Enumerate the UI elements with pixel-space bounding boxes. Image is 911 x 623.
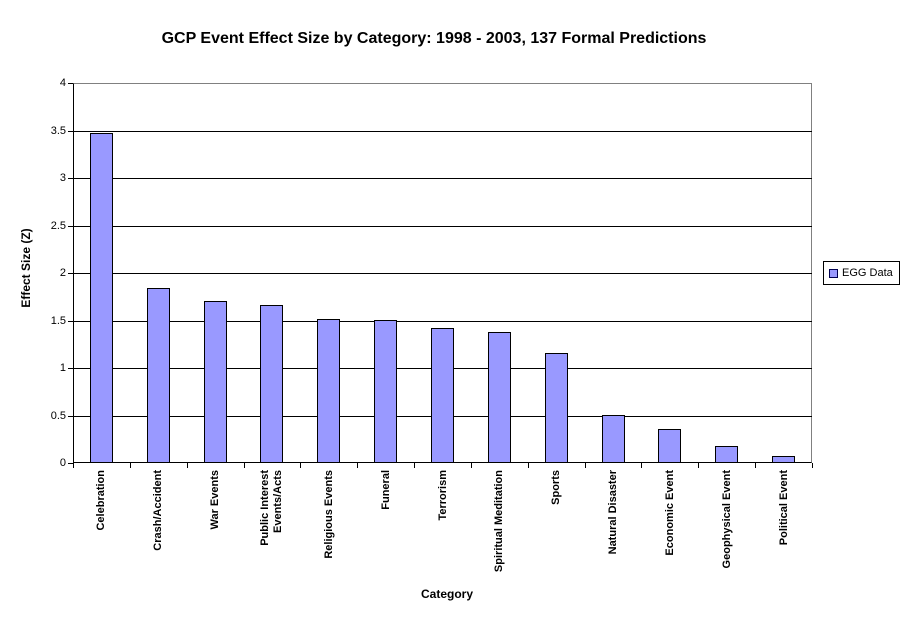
y-axis-tick	[68, 226, 73, 227]
bar-public-interest-events-acts	[260, 305, 283, 463]
y-axis-tick	[68, 368, 73, 369]
x-axis-tick	[130, 463, 131, 468]
x-axis-tick	[73, 463, 74, 468]
x-axis-tick	[755, 463, 756, 468]
x-axis-tick	[244, 463, 245, 468]
x-tick-label-text: Political Event	[777, 470, 790, 546]
legend: EGG Data	[823, 261, 900, 285]
bar-celebration	[90, 133, 113, 463]
bar-religious-events	[317, 319, 340, 463]
y-tick-label-0.5: 0.5	[50, 410, 66, 422]
y-axis-tick	[68, 273, 73, 274]
chart-title: GCP Event Effect Size by Category: 1998 …	[161, 30, 707, 47]
bar-economic-event	[658, 429, 681, 463]
y-axis-tick	[68, 463, 73, 464]
gridline-2	[74, 273, 812, 274]
x-axis-tick	[528, 463, 529, 468]
bar-funeral	[374, 320, 397, 463]
x-axis-title: Category	[420, 587, 474, 601]
y-tick-label-4: 4	[59, 77, 66, 89]
x-axis-tick	[641, 463, 642, 468]
x-tick-label-political-event: Political Event	[724, 470, 844, 590]
bar-crash-accident	[147, 288, 170, 463]
gridline-1.5	[74, 321, 812, 322]
y-tick-label-3: 3	[59, 172, 66, 184]
y-axis-tick	[68, 178, 73, 179]
x-axis-tick	[187, 463, 188, 468]
y-axis-tick	[68, 416, 73, 417]
x-axis-tick	[471, 463, 472, 468]
bar-sports	[545, 353, 568, 463]
y-tick-label-2: 2	[59, 267, 66, 279]
bar-political-event	[772, 456, 795, 463]
y-tick-label-1: 1	[59, 362, 66, 374]
x-axis-tick	[357, 463, 358, 468]
gridline-3.5	[74, 131, 812, 132]
x-axis-tick	[414, 463, 415, 468]
y-axis-tick	[68, 131, 73, 132]
legend-series-marker-icon	[829, 268, 838, 278]
y-axis-tick	[68, 83, 73, 84]
bar-terrorism	[431, 328, 454, 463]
y-tick-label-3.5: 3.5	[50, 125, 66, 137]
y-axis-title: Effect Size (Z)	[19, 228, 33, 308]
legend-series-label: EGG Data	[842, 267, 893, 279]
x-axis-tick	[585, 463, 586, 468]
gridline-3	[74, 178, 812, 179]
bar-geophysical-event	[715, 446, 738, 463]
bar-natural-disaster	[602, 415, 625, 463]
x-axis-tick	[698, 463, 699, 468]
y-tick-label-0: 0	[59, 457, 66, 469]
bar-war-events	[204, 301, 227, 463]
x-axis-tick	[300, 463, 301, 468]
bar-spiritual-meditation	[488, 332, 511, 463]
y-axis-tick	[68, 321, 73, 322]
x-axis-tick	[812, 463, 813, 468]
gridline-2.5	[74, 226, 812, 227]
y-tick-label-2.5: 2.5	[50, 220, 66, 232]
y-tick-label-1.5: 1.5	[50, 315, 66, 327]
